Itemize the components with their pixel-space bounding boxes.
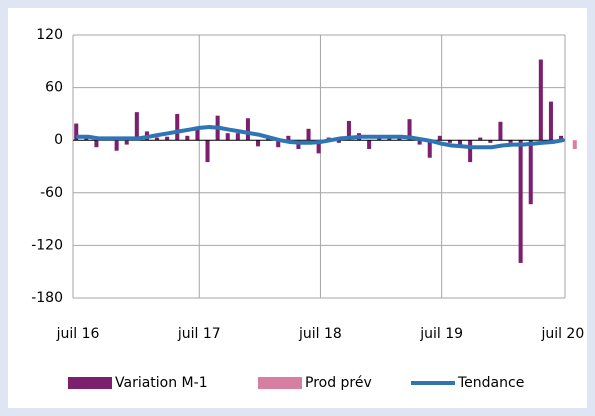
bar [538, 59, 543, 141]
legend-swatch [68, 377, 112, 389]
bar [518, 140, 523, 263]
legend-label: Tendance [457, 375, 524, 391]
bar [205, 140, 210, 163]
x-tick-label: juil 18 [298, 326, 342, 342]
bar [175, 113, 180, 141]
bar [94, 140, 99, 148]
bar [548, 101, 553, 141]
bar [124, 140, 129, 145]
bar [225, 133, 230, 141]
bar [74, 123, 79, 141]
trend-line [76, 125, 565, 150]
bar [185, 135, 190, 141]
bar [407, 119, 412, 141]
y-tick-label: -120 [31, 237, 63, 253]
bar [559, 135, 564, 141]
y-tick-label: 0 [54, 132, 63, 148]
bar [195, 127, 200, 141]
bar [417, 140, 422, 145]
bar [447, 140, 452, 143]
x-tick-label: juil 16 [56, 326, 100, 342]
bar [488, 140, 493, 143]
y-tick-label: 120 [36, 27, 63, 43]
x-tick-label: juil 20 [540, 326, 584, 342]
bar [316, 140, 321, 154]
bar [498, 121, 503, 141]
legend-swatch [258, 377, 302, 389]
bar [256, 140, 261, 147]
bar [572, 140, 577, 149]
bar [468, 140, 473, 163]
x-tick-label: juil 19 [419, 326, 463, 342]
bar [346, 120, 351, 141]
bar [245, 118, 250, 141]
bar [478, 137, 483, 141]
bar [458, 140, 463, 148]
bar [114, 140, 119, 151]
y-tick-label: -60 [40, 185, 63, 201]
y-tick-label: -180 [31, 290, 63, 306]
bar [528, 140, 533, 205]
bar [235, 133, 240, 141]
bar [306, 128, 311, 141]
bar [155, 137, 160, 141]
x-tick-label: juil 17 [177, 326, 221, 342]
bar [84, 137, 89, 141]
bar [276, 140, 281, 148]
bar [134, 112, 139, 141]
chart-panel [8, 8, 587, 408]
bar [377, 137, 382, 141]
bar [336, 140, 341, 143]
bar [437, 135, 442, 141]
legend-label: Variation M-1 [115, 375, 208, 391]
legend-label: Prod prév [305, 375, 372, 391]
bar [427, 140, 432, 158]
y-tick-label: 60 [45, 80, 63, 96]
bar [367, 140, 372, 149]
bar [286, 135, 291, 141]
bar [266, 138, 271, 141]
bar [508, 140, 513, 143]
bar [165, 136, 170, 141]
